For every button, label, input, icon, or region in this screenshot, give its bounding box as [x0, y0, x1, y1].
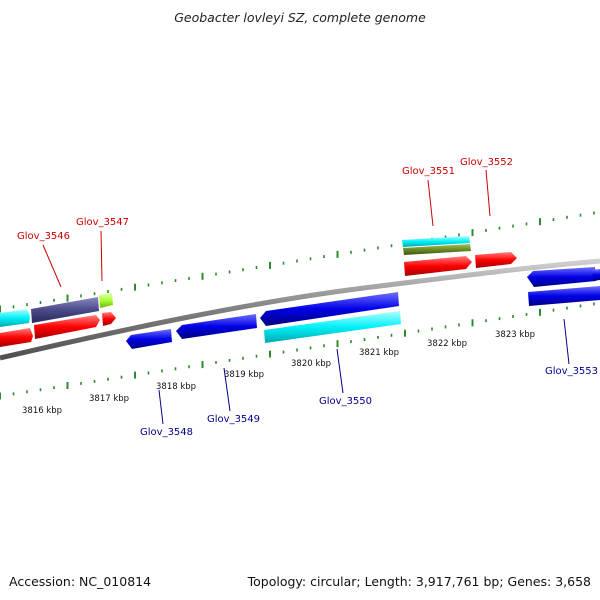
gene-label[interactable]: Glov_3546 [17, 231, 70, 242]
gene-feature[interactable] [176, 314, 257, 339]
label-leader-lines [42, 169, 570, 425]
gene-label[interactable]: Glov_3548 [140, 427, 193, 438]
gene-label[interactable]: Glov_3553 [545, 366, 598, 377]
leader-line [42, 244, 62, 288]
kbp-labels: 3816 kbp 3817 kbp 3818 kbp 3819 kbp 3820… [22, 330, 535, 416]
forward-features [0, 236, 517, 347]
gene-feature[interactable] [402, 236, 470, 247]
leader-line [427, 179, 434, 227]
gene-feature[interactable] [260, 292, 399, 326]
kbp-label: 3817 kbp [89, 394, 129, 404]
kbp-label: 3818 kbp [156, 382, 196, 392]
kbp-label: 3819 kbp [224, 370, 264, 380]
gene-feature[interactable] [0, 328, 33, 347]
kbp-label: 3822 kbp [427, 339, 467, 349]
gene-feature[interactable] [264, 311, 401, 343]
leader-line [100, 230, 103, 282]
gene-feature[interactable] [475, 252, 517, 268]
gene-label[interactable]: Glov_3550 [319, 396, 372, 407]
gene-label[interactable]: Glov_3551 [402, 166, 455, 177]
gene-labels-bottom: Glov_3548 Glov_3549 Glov_3550 Glov_3553 [140, 366, 598, 438]
genome-summary-text: Topology: circular; Length: 3,917,761 bp… [247, 574, 591, 589]
lower-tick-row [0, 302, 595, 400]
gene-feature[interactable] [527, 267, 596, 287]
leader-line [485, 169, 491, 217]
gene-label[interactable]: Glov_3552 [460, 157, 513, 168]
gene-feature[interactable] [592, 269, 600, 281]
gene-feature[interactable] [102, 312, 116, 326]
map-title: Geobacter lovleyi SZ, complete genome [174, 10, 426, 25]
gene-label[interactable]: Glov_3547 [76, 217, 129, 228]
kbp-label: 3823 kbp [495, 330, 535, 340]
gene-feature[interactable] [99, 293, 113, 308]
leader-line [563, 318, 570, 365]
gene-feature[interactable] [0, 309, 30, 327]
gene-feature[interactable] [126, 329, 172, 349]
reverse-features [126, 267, 600, 349]
gene-feature[interactable] [31, 297, 99, 323]
gene-feature[interactable] [404, 256, 472, 276]
gene-label[interactable]: Glov_3549 [207, 414, 260, 425]
gene-feature[interactable] [34, 315, 100, 339]
gene-labels-top: Glov_3546 Glov_3547 Glov_3551 Glov_3552 [17, 157, 513, 242]
leader-line [158, 389, 164, 425]
kbp-label: 3816 kbp [22, 406, 62, 416]
leader-line [223, 367, 231, 412]
kbp-label: 3821 kbp [359, 348, 399, 358]
leader-line [336, 348, 344, 394]
accession-text: Accession: NC_010814 [9, 574, 151, 589]
kbp-label: 3820 kbp [291, 359, 331, 369]
gene-feature[interactable] [528, 286, 600, 306]
genome-backbone [0, 258, 600, 361]
gene-feature[interactable] [403, 244, 471, 255]
